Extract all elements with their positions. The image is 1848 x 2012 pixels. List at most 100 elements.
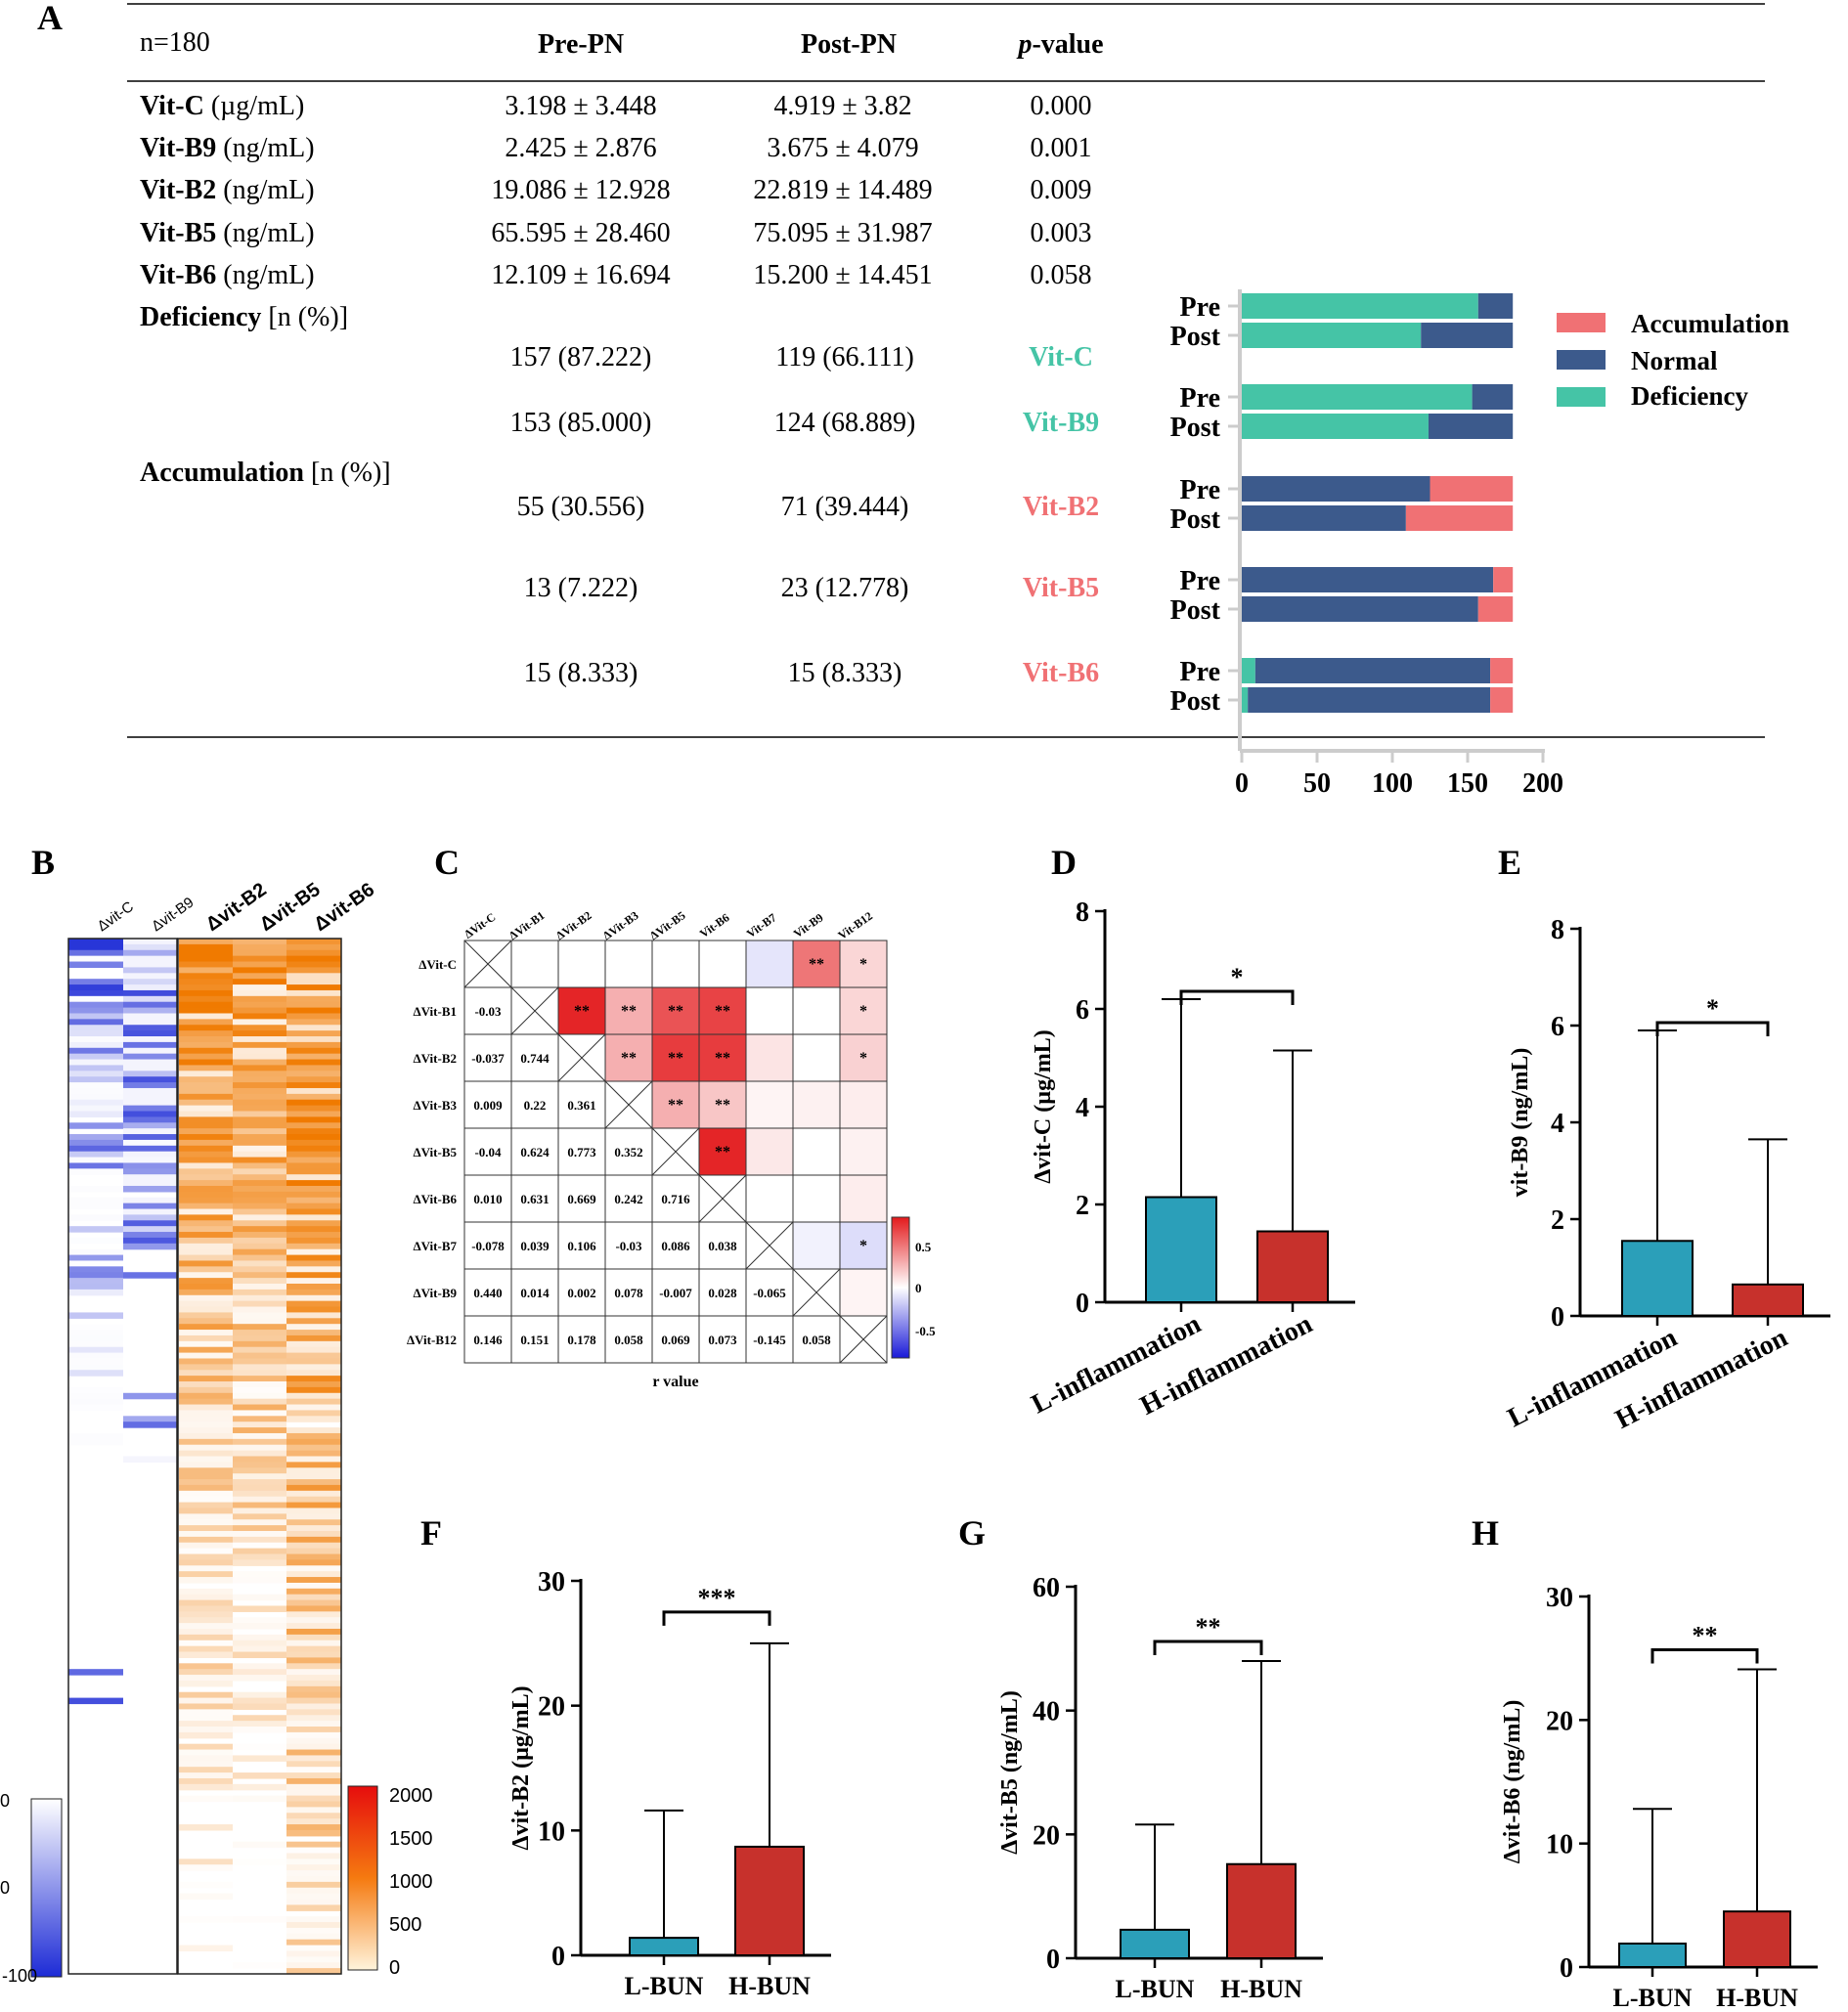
heatmap-cell	[179, 1450, 233, 1458]
heatmap-cell	[286, 943, 341, 951]
heatmap-cell	[286, 1248, 341, 1256]
bar-y-tick-label: 4	[1076, 1093, 1089, 1123]
heatmap-cell	[286, 979, 341, 985]
heatmap-cell	[233, 1266, 286, 1273]
heatmap-cell	[233, 1358, 286, 1365]
corr-value-cell	[745, 1268, 794, 1317]
heatmap-cell	[123, 1053, 177, 1061]
heatmap-cell	[286, 1398, 341, 1406]
heatmap-cell	[233, 1444, 286, 1452]
heatmap-cell	[179, 1099, 233, 1107]
heatmap-cell	[233, 1416, 286, 1422]
bar-significance-bracket	[1650, 1648, 1759, 1664]
heatmap-cell	[286, 1525, 341, 1532]
heatmap-cell	[233, 1162, 286, 1169]
heatmap-cell	[68, 1358, 123, 1365]
a-bar-segment-normal	[1242, 505, 1406, 531]
a-bar-segment-normal	[1248, 687, 1491, 713]
heatmap-cell	[286, 1087, 341, 1095]
right-colorbar-tick: 1500	[389, 1828, 433, 1850]
heatmap-cell	[233, 943, 286, 951]
heatmap-cell	[179, 1709, 233, 1716]
heatmap-cell	[233, 1203, 286, 1210]
heatmap-cell	[179, 1611, 233, 1618]
heatmap-cell	[179, 1629, 233, 1636]
corr-color-cell	[839, 1221, 888, 1270]
heatmap-cell	[179, 1594, 233, 1601]
heatmap-cell	[179, 1237, 233, 1245]
heatmap-cell	[233, 1513, 286, 1520]
corr-r-value: 0.106	[567, 1239, 596, 1253]
corr-significance: **	[668, 1097, 683, 1114]
heatmap-cell	[123, 1168, 177, 1175]
heatmap-cell	[68, 1059, 123, 1067]
corr-color-cell	[839, 1127, 888, 1176]
count-post: 71 (39.444)	[781, 492, 909, 522]
heatmap-cell	[286, 1007, 341, 1015]
heatmap-cell	[123, 995, 177, 1003]
heatmap-cell	[286, 1582, 341, 1590]
heatmap-cell	[179, 1334, 233, 1342]
heatmap-cell	[123, 1087, 177, 1095]
heatmap-cell	[233, 1248, 286, 1256]
table-row-name: Vit-C	[140, 91, 204, 121]
heatmap-cell	[68, 979, 123, 985]
heatmap-cell	[123, 1145, 177, 1153]
corr-row-label: ΔVit-B3	[414, 1098, 458, 1113]
heatmap-cell	[233, 1422, 286, 1428]
heatmap-cell	[179, 1462, 233, 1468]
heatmap-cell	[68, 1122, 123, 1129]
heatmap-cell	[233, 1772, 286, 1779]
heatmap-cell	[286, 1945, 341, 1952]
heatmap-cell	[233, 1479, 286, 1486]
heatmap-cell	[179, 1036, 233, 1043]
heatmap-cell	[233, 1272, 286, 1279]
bar-y-tick-label: 0	[1560, 1953, 1573, 1984]
heatmap-cell	[123, 1392, 177, 1400]
corr-diagonal-cross	[792, 1268, 841, 1317]
heatmap-cell	[68, 1025, 123, 1031]
corr-col-label: Vit-B7	[744, 910, 779, 940]
heatmap-cell	[286, 1968, 341, 1975]
heatmap-cell	[179, 967, 233, 974]
a-y-label-pre: Pre	[1180, 292, 1220, 323]
corr-color-cell	[698, 940, 747, 988]
a-bar-segment-accumulation	[1430, 476, 1514, 502]
heatmap-cell	[179, 1749, 233, 1757]
heatmap-cell	[286, 1191, 341, 1199]
heatmap-cell	[233, 1490, 286, 1498]
heatmap-cell	[123, 1197, 177, 1204]
heatmap-cell	[286, 1962, 341, 1969]
count-vitamin-label: Vit-B6	[1023, 658, 1099, 688]
heatmap-column-label: Δvit-B5	[256, 879, 325, 936]
heatmap-cell	[233, 1082, 286, 1089]
heatmap-cell	[286, 1807, 341, 1814]
heatmap-cell	[233, 1370, 286, 1377]
right-colorbar	[347, 1785, 378, 1971]
heatmap-cell	[179, 1180, 233, 1187]
bar-high	[734, 1845, 805, 1957]
a-bar-segment-normal	[1477, 293, 1514, 319]
heatmap-cell	[179, 1248, 233, 1256]
heatmap-cell	[286, 1594, 341, 1601]
corr-value-cell	[698, 1315, 747, 1364]
heatmap-cell	[233, 955, 286, 963]
heatmap-cell	[179, 949, 233, 957]
corr-color-cell	[745, 1127, 794, 1176]
heatmap-cell	[233, 1502, 286, 1509]
a-x-tick-label: 50	[1303, 768, 1331, 799]
heatmap-cell	[179, 1346, 233, 1354]
heatmap-cell	[233, 973, 286, 980]
heatmap-cell	[68, 1145, 123, 1153]
count-post: 124 (68.889)	[774, 408, 916, 438]
count-vitamin-label: Vit-B2	[1023, 492, 1099, 522]
heatmap-cell	[179, 1743, 233, 1751]
heatmap-cell	[233, 1962, 286, 1969]
table-cell-post: 75.095 ± 31.987	[753, 218, 932, 248]
a-bar-segment-normal	[1254, 658, 1491, 683]
corr-col-label: ΔVit-B1	[506, 908, 548, 942]
heatmap-cell	[233, 1076, 286, 1083]
bar-panel-D: 02468L-inflammationH-inflammation*Δvit-C…	[1027, 897, 1355, 1422]
corr-value-cell	[557, 1268, 606, 1317]
heatmap-cell	[68, 1168, 123, 1175]
